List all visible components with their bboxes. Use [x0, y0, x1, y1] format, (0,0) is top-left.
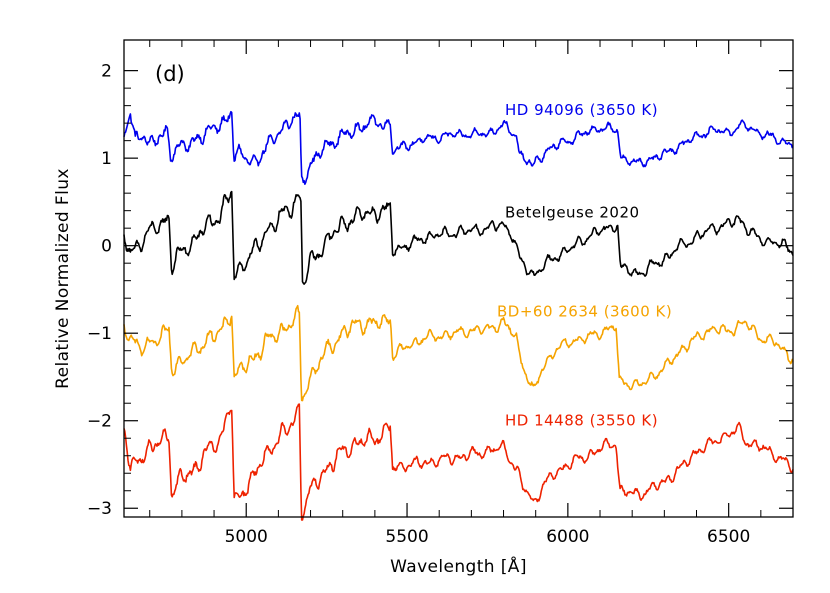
- plot-frame: [123, 39, 794, 518]
- y-axis-title: Relative Normalized Flux: [53, 168, 73, 389]
- x-tick-label: 5000: [225, 527, 268, 547]
- x-tick-label: 5500: [385, 527, 428, 547]
- series-label: HD 14488 (3550 K): [505, 412, 658, 430]
- series-line: [123, 190, 794, 285]
- series-label: Betelgeuse 2020: [505, 203, 640, 221]
- series-label: HD 94096 (3650 K): [505, 101, 658, 119]
- y-tick-label: −3: [87, 499, 112, 519]
- x-axis-title: Wavelength [Å]: [390, 555, 527, 577]
- label-layer: HD 94096 (3650 K) Betelgeuse 2020 BD+60 26…: [497, 101, 672, 430]
- tick-layer: 5000 5500 6000 6500 −3 −2 −1 0 1 2: [87, 40, 794, 547]
- y-tick-label: −2: [87, 412, 112, 432]
- series-line: [123, 304, 794, 402]
- y-tick-label: 1: [101, 149, 112, 169]
- series-line: [123, 403, 794, 521]
- y-tick-label: 2: [101, 62, 112, 82]
- series-line: [123, 110, 794, 185]
- panel-label: (d): [155, 62, 185, 86]
- y-tick-label: −1: [87, 324, 112, 344]
- series-label: BD+60 2634 (3600 K): [497, 302, 672, 320]
- series-layer: [123, 110, 794, 521]
- y-tick-label: 0: [101, 237, 112, 257]
- x-tick-label: 6500: [707, 527, 750, 547]
- x-tick-label: 6000: [546, 527, 589, 547]
